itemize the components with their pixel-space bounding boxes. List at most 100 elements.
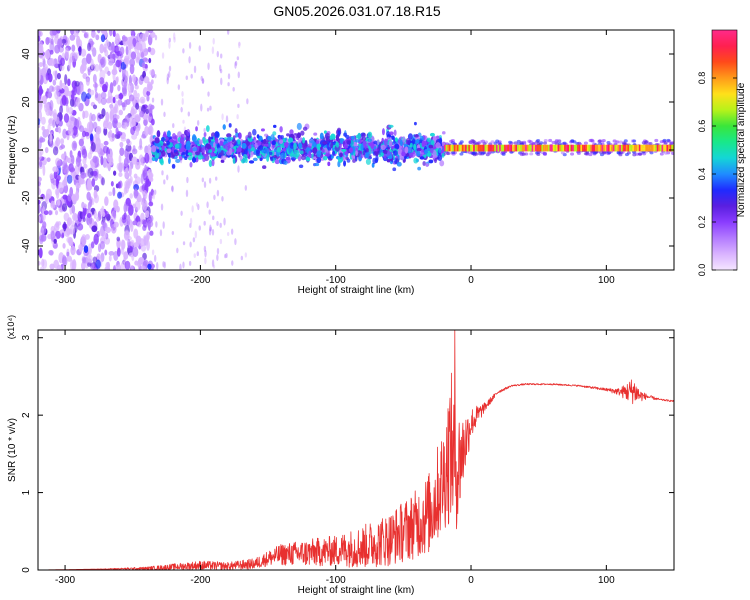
spectrogram-cell (129, 116, 133, 128)
spectrogram-cell (203, 132, 207, 137)
spectrogram-cell (230, 228, 234, 235)
spectrogram-cell (421, 140, 426, 148)
spectrogram-cell (72, 194, 76, 204)
spectrogram-cell (201, 77, 205, 85)
spectrogram-cell (205, 125, 210, 132)
spectrogram-cell (486, 144, 488, 152)
spectrogram-cell (360, 154, 364, 159)
spectrogram-cell (244, 252, 248, 258)
spectrogram-cell (108, 254, 112, 262)
spectrogram-cell (515, 144, 518, 152)
spectrogram-cell (343, 143, 349, 149)
spectrogram-cell (296, 122, 302, 131)
spectrogram-cell (661, 144, 664, 152)
spectrogram-cell (149, 124, 153, 132)
spectrogram-cell (195, 202, 199, 207)
spectrogram-cell (53, 108, 57, 121)
spectrogram-cell (63, 221, 67, 232)
spectrogram-x-tick-label: -300 (55, 275, 75, 286)
spectrogram-cell (237, 138, 241, 145)
spectrogram-cell (163, 261, 166, 269)
spectrogram-cell (231, 138, 237, 145)
spectrogram-cell (121, 102, 126, 108)
spectrogram-cell (188, 56, 191, 64)
spectrogram-cell (204, 257, 207, 265)
spectrogram-cell (54, 85, 61, 92)
spectrogram-cell (116, 122, 122, 129)
spectrogram-cell (565, 144, 568, 152)
spectrogram-cell (40, 193, 46, 200)
spectrogram-cell (380, 144, 386, 150)
spectrogram-cell (133, 188, 138, 199)
spectrogram-cell (236, 56, 240, 61)
spectrogram-cell (129, 64, 135, 75)
spectrogram-cell (216, 221, 219, 226)
spectrogram-cell (142, 57, 148, 62)
spectrogram-cell (262, 165, 267, 170)
spectrogram-cell (43, 210, 49, 216)
spectrogram-cell (147, 30, 154, 34)
spectrogram-y-tick-label: -40 (21, 238, 32, 253)
spectrogram-cell (560, 144, 563, 152)
spectrogram-cell (322, 141, 328, 145)
spectrogram-cell (542, 151, 547, 155)
spectrogram-cell (125, 45, 129, 56)
spectrogram-cell (143, 51, 148, 57)
spectrogram-cell (508, 144, 511, 152)
spectrogram-cell (49, 173, 54, 180)
spectrogram-cell (456, 144, 459, 152)
spectrogram-cell (319, 132, 324, 140)
spectrogram-cell (237, 103, 240, 108)
spectrogram-cell (90, 31, 97, 38)
snr-series-line (38, 330, 674, 570)
spectrogram-cell (54, 210, 59, 216)
spectrogram-cell (58, 126, 62, 134)
spectrogram-cell (323, 130, 327, 134)
spectrogram-cell (361, 133, 366, 138)
spectrogram-cell (633, 144, 636, 152)
spectrogram-cell (163, 111, 166, 118)
snr-x-tick-label: -200 (190, 575, 210, 586)
spectrogram-cell (264, 143, 269, 147)
spectrogram-cell (422, 161, 426, 166)
spectrogram-cell (611, 144, 613, 152)
spectrogram-cell (512, 144, 514, 152)
spectrogram-cell (92, 256, 98, 264)
spectrogram-cell (146, 90, 151, 96)
spectrogram-cell (38, 150, 42, 161)
spectrogram-cell (573, 144, 576, 152)
spectrogram-cell (123, 121, 128, 130)
spectrogram-cell (83, 245, 89, 254)
spectrogram-cell (552, 144, 555, 152)
spectrogram-cell (38, 62, 44, 68)
spectrogram-cell (100, 97, 107, 105)
spectrogram-cell (219, 64, 222, 72)
spectrogram-cell (150, 188, 155, 196)
spectrogram-cell (510, 144, 513, 152)
spectrogram-cell (384, 138, 388, 146)
spectrogram-cell (57, 221, 62, 226)
spectrogram-cell (104, 266, 111, 270)
spectrogram-cell (484, 144, 487, 152)
spectrogram-cell (102, 120, 109, 130)
spectrogram-cell (80, 171, 86, 179)
spectrogram-cell (63, 212, 70, 222)
spectrogram-cell (88, 183, 93, 190)
spectrogram-cell (147, 172, 153, 180)
spectrogram-cell (112, 80, 117, 87)
spectrogram-cell (41, 126, 45, 131)
spectrogram-cell (353, 141, 358, 147)
spectrogram-cell (290, 157, 297, 161)
spectrogram-cell (666, 144, 669, 152)
spectrogram-cell (101, 177, 105, 186)
spectrogram-cell (341, 148, 347, 152)
spectrogram-cell (70, 163, 74, 174)
spectrogram-cell (308, 150, 312, 156)
spectrogram-cell (507, 144, 510, 152)
spectrogram-cell (401, 149, 405, 154)
spectrogram-cell (124, 57, 130, 65)
spectrogram-cell (232, 157, 236, 164)
spectrogram-cell (176, 247, 179, 254)
spectrogram-cell (126, 180, 131, 190)
